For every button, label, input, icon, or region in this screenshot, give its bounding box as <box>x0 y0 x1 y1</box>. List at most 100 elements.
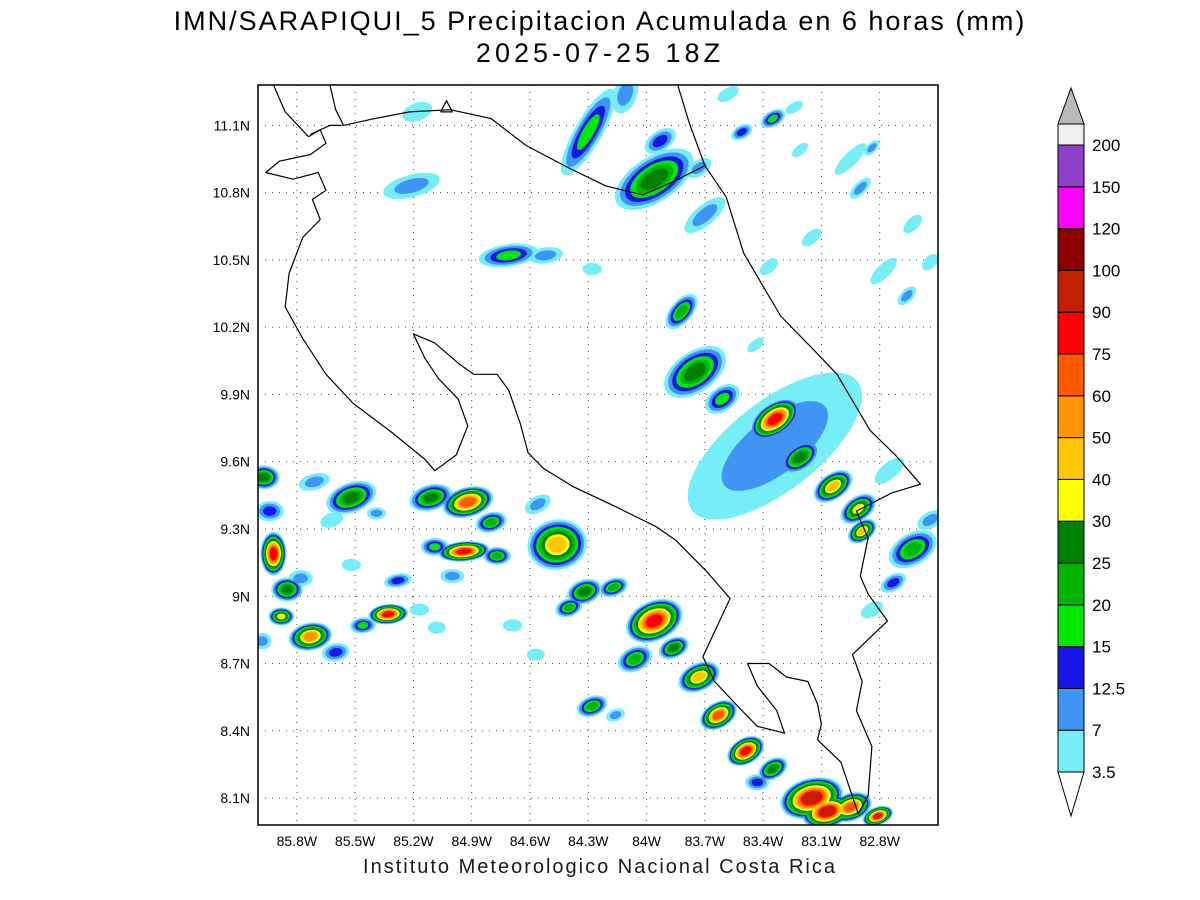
precip-cell <box>767 413 782 426</box>
precip-cell <box>258 473 270 482</box>
lat-tick-label: 8.7N <box>220 656 250 672</box>
colorbar-band <box>1057 395 1085 439</box>
precip-cell <box>258 636 268 646</box>
colorbar-tick-label: 200 <box>1092 136 1120 155</box>
precip-cell <box>429 543 441 551</box>
colorbar-tick-label: 25 <box>1092 554 1111 573</box>
precip-cell <box>684 362 706 382</box>
lat-tick-label: 10.5N <box>213 252 250 268</box>
colorbar-band <box>1057 437 1085 480</box>
colorbar-band <box>1057 311 1085 355</box>
lon-tick-label: 85.2W <box>393 833 434 849</box>
precip-cell <box>409 603 429 616</box>
precip-cell <box>860 601 883 619</box>
precip-cell <box>820 806 835 817</box>
colorbar-tick-label: 75 <box>1092 345 1111 364</box>
lon-tick-label: 84.9W <box>451 833 492 849</box>
colorbar-tick-label: 60 <box>1092 387 1111 406</box>
lon-tick-label: 83.1W <box>801 833 842 849</box>
precip-cell <box>370 509 383 517</box>
colorbar-band <box>1057 687 1085 731</box>
precip-cell <box>874 457 905 484</box>
precip-cell <box>870 257 897 285</box>
coastline <box>440 100 453 113</box>
precip-cell <box>342 491 361 504</box>
precip-cell <box>329 647 343 657</box>
precip-cell <box>721 401 828 491</box>
precip-cell <box>391 577 405 585</box>
lon-tick-label: 84.3W <box>568 833 609 849</box>
precip-cell <box>853 181 867 195</box>
precip-cell <box>534 250 557 261</box>
colorbar-tick-label: 7 <box>1092 721 1101 740</box>
precip-cell <box>427 621 446 634</box>
lon-tick-label: 84.6W <box>510 833 551 849</box>
lat-tick-label: 8.4N <box>220 723 250 739</box>
precip-cell <box>281 585 293 594</box>
precip-cell <box>873 813 883 819</box>
precip-cell <box>578 587 591 597</box>
precip-cell <box>341 558 361 572</box>
precip-cell <box>922 513 938 527</box>
precip-cell <box>792 142 809 158</box>
precip-cell <box>526 648 545 661</box>
colorbar-tick-label: 50 <box>1092 429 1111 448</box>
colorbar-band <box>1057 604 1085 648</box>
precip-cell <box>617 85 634 106</box>
precip-cell <box>692 672 706 682</box>
precip-cell <box>793 451 807 464</box>
precip-cell <box>609 711 622 720</box>
precip-cell <box>826 481 840 492</box>
colorbar-band <box>1057 478 1085 522</box>
precip-cell <box>675 304 688 319</box>
colorbar-band <box>1057 228 1085 271</box>
lat-tick-label: 11.1N <box>214 117 250 133</box>
precip-cell <box>320 512 344 528</box>
colorbar-band <box>1057 520 1085 564</box>
precip-cell <box>668 643 680 652</box>
precip-cell <box>867 143 877 153</box>
lon-tick-label: 83.4W <box>743 833 784 849</box>
precip-cell <box>303 632 318 641</box>
precip-cell <box>563 603 575 612</box>
precip-cell <box>491 552 503 560</box>
lat-tick-label: 8.1N <box>220 790 250 806</box>
lon-tick-label: 84W <box>632 833 662 849</box>
lon-tick-label: 85.5W <box>335 833 376 849</box>
precip-cell <box>740 746 752 756</box>
colorbar-band <box>1057 144 1085 188</box>
coastline <box>329 85 706 196</box>
lat-tick-label: 9.3N <box>220 521 250 537</box>
precip-cell <box>751 778 764 787</box>
precip-cell <box>485 518 497 527</box>
precip-cell <box>263 506 277 516</box>
precip-cell <box>767 764 779 774</box>
lat-tick-label: 9N <box>232 588 250 604</box>
precip-cell <box>582 262 602 275</box>
lon-tick-label: 82.8W <box>859 833 900 849</box>
precip-cell <box>382 611 394 618</box>
chart-subtitle: 2025-07-25 18Z <box>475 38 725 68</box>
precip-cell <box>496 250 521 261</box>
colorbar-tick-label: 3.5 <box>1092 763 1116 782</box>
precip-cell <box>586 702 598 711</box>
precip-cell <box>304 476 324 488</box>
colorbar-band <box>1057 186 1085 230</box>
precip-cell <box>887 578 900 588</box>
precip-cell <box>903 542 922 557</box>
precip-cell <box>277 613 286 620</box>
precip-cell <box>767 114 779 123</box>
precip-cell <box>922 254 938 271</box>
colorbar-arrow-down <box>1057 771 1085 818</box>
precip-cell <box>736 128 747 137</box>
precip-cell <box>747 337 764 353</box>
precip-cell <box>394 177 429 194</box>
precip-cell <box>547 536 567 553</box>
colorbar-band-over <box>1057 123 1085 146</box>
colorbar-band <box>1057 729 1085 773</box>
map-frame <box>257 84 939 826</box>
precip-cell <box>652 134 668 148</box>
precip-cell <box>445 571 460 581</box>
colorbar-band <box>1057 646 1085 689</box>
precip-cell <box>759 258 779 275</box>
